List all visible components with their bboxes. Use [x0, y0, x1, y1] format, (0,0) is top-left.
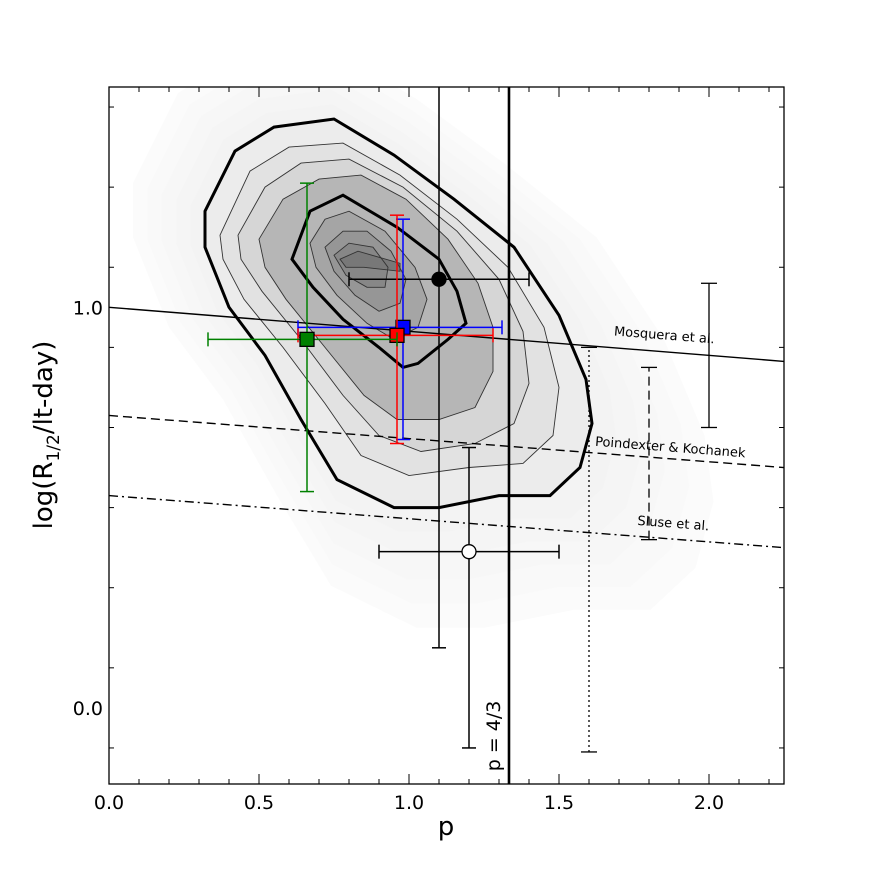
- y-axis-title: log(R1/2/lt-day): [29, 341, 64, 530]
- y-tick-label: 1.0: [73, 297, 103, 319]
- white-open-circle-marker: [461, 544, 477, 560]
- x-axis-title: p: [438, 812, 455, 842]
- y-axis-title-sub: 1/2: [44, 434, 64, 461]
- y-tick-label: 0.0: [73, 698, 103, 720]
- tick-label-layer: 0.0 0.5 1.0 1.5 2.0 0.0 1.0: [73, 297, 724, 814]
- green-square: [207, 182, 398, 493]
- relation-line: [109, 306, 784, 363]
- y-axis-title-rest: /lt-day): [29, 341, 59, 435]
- contour-layer: [203, 117, 594, 510]
- y-axis-title-main: log(R: [29, 462, 59, 530]
- thin-contour: [258, 174, 494, 420]
- plot-frame: [108, 86, 785, 785]
- thin-contour: [309, 210, 428, 340]
- density-level: [340, 251, 400, 272]
- tick-layer: [108, 87, 784, 784]
- thin-contour: [339, 250, 401, 272]
- outer-bold-contour: [203, 117, 594, 510]
- black-filled-circle-marker: [431, 271, 447, 287]
- white-open-circle: [378, 446, 560, 749]
- x-tick-label: 1.0: [394, 792, 424, 814]
- relation-line: [109, 414, 784, 469]
- x-tick-label: 0.5: [244, 792, 274, 814]
- x-tick-label: 0.0: [94, 792, 124, 814]
- points-layer: [207, 87, 560, 749]
- relation-label: Sluse et al.: [637, 514, 710, 534]
- vertical-line-label: p = 4/3: [483, 701, 505, 772]
- relation-line: [109, 494, 784, 549]
- vertical-line-layer: p = 4/3: [483, 87, 511, 784]
- green-square-marker: [299, 331, 315, 348]
- inner-bold-contour: [290, 193, 468, 370]
- x-tick-label: 1.5: [544, 792, 574, 814]
- x-tick-label: 2.0: [694, 792, 724, 814]
- thin-contour: [237, 158, 530, 452]
- thin-contour: [219, 142, 560, 477]
